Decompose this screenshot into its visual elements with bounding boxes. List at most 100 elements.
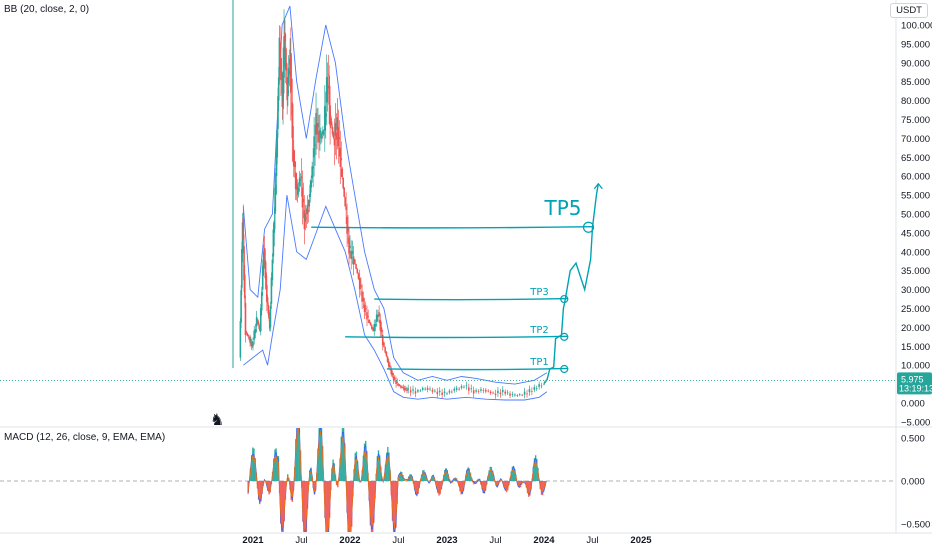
candle-body (451, 392, 453, 393)
candle-body (504, 392, 506, 394)
time-axis-label: 2025 (630, 535, 652, 546)
price-tick-label: −5.000 (901, 417, 930, 428)
price-tick-label: 0.000 (901, 399, 925, 410)
price-tick-label: 35.000 (901, 266, 930, 277)
candle-body (395, 380, 397, 384)
candle-body (375, 324, 377, 326)
candle-body (529, 389, 531, 392)
time-axis-label: 2024 (533, 535, 555, 546)
candle-body (387, 357, 389, 362)
candle-body (322, 131, 324, 135)
candle-body (340, 148, 342, 167)
candle-body (399, 385, 401, 386)
candle-body (261, 292, 263, 310)
candle-body (417, 390, 419, 392)
candle-body (310, 181, 312, 188)
candle-body (342, 178, 344, 188)
candle-body (536, 388, 538, 389)
candle-body (341, 169, 343, 177)
candle-body (292, 126, 294, 139)
candle-body (298, 189, 300, 190)
time-axis-label: 2022 (339, 535, 360, 546)
time-axis-label: Jul (392, 535, 404, 546)
candle-body (244, 274, 246, 298)
price-tick-label: 65.000 (901, 153, 930, 164)
candle-body (299, 178, 301, 186)
tp-level-line (311, 227, 592, 228)
candle-body (306, 218, 308, 219)
price-tick-label: 70.000 (901, 134, 930, 145)
candle-body (303, 199, 305, 202)
time-axis-label: Jul (295, 535, 307, 546)
candle-body (343, 188, 345, 197)
macd-indicator-label[interactable]: MACD (12, 26, close, 9, EMA, EMA) (4, 432, 165, 443)
candle-body (331, 121, 333, 125)
macd-tick-label: 0.000 (901, 477, 925, 488)
candle-body (240, 290, 242, 322)
candle-body (245, 303, 247, 335)
candle-body (358, 274, 360, 279)
candle-body (492, 393, 494, 394)
candle-body (434, 391, 436, 392)
bb-indicator-label[interactable]: BB (20, close, 2, 0) (4, 4, 89, 15)
tp-annotation: TP3 (529, 287, 549, 298)
tp-annotation: TP2 (529, 325, 549, 336)
candle-body (364, 305, 366, 312)
candle-body (366, 312, 368, 319)
candle-body (475, 390, 477, 391)
candle-body (446, 393, 448, 394)
candle-body (429, 389, 431, 390)
candle-body (495, 394, 497, 395)
tp-level-line (387, 368, 568, 369)
price-tick-label: 90.000 (901, 58, 930, 69)
price-tick-label: 15.000 (901, 342, 930, 353)
candle-body (519, 394, 521, 395)
candle-body (393, 377, 395, 381)
price-tick-label: 80.000 (901, 96, 930, 107)
tp-level-line (345, 336, 568, 337)
candle-body (531, 391, 533, 392)
time-axis-label: 2021 (242, 535, 264, 546)
candle-body (410, 390, 412, 392)
tp-level-line (374, 299, 568, 300)
candle-body (420, 390, 422, 391)
candle-body (473, 390, 475, 393)
candle-body (273, 230, 275, 257)
candle-body (297, 187, 299, 195)
candle-body (466, 386, 468, 387)
candle-body (394, 378, 396, 379)
price-tick-label: 40.000 (901, 247, 930, 258)
macd-tick-label: 0.500 (901, 434, 925, 445)
currency-label[interactable]: USDT (890, 3, 928, 18)
candle-body (317, 123, 319, 127)
candle-body (392, 373, 394, 376)
candle-body (487, 391, 489, 392)
candle-body (517, 395, 519, 396)
price-tick-label: 60.000 (901, 172, 930, 183)
candle-body (453, 389, 455, 391)
candle-body (502, 390, 504, 392)
candle-body (509, 394, 511, 396)
candle-body (461, 386, 463, 388)
candle-body (247, 335, 249, 336)
candle-body (270, 306, 272, 328)
candle-body (444, 392, 446, 393)
candle-body (386, 352, 388, 356)
candle-body (463, 387, 465, 388)
candle-body (432, 390, 434, 392)
price-tick-label: 55.000 (901, 191, 930, 202)
candle-body (300, 179, 302, 181)
macd-pane (247, 410, 546, 550)
candle-body (326, 77, 328, 102)
candle-body (307, 205, 309, 214)
tp-annotation: TP5 (544, 196, 582, 220)
candle-body (521, 395, 523, 396)
candle-body (354, 259, 356, 264)
candle-body (441, 393, 443, 395)
candle-body (478, 391, 480, 392)
price-tick-label: 30.000 (901, 285, 930, 296)
candle-body (262, 266, 264, 290)
price-tick-label: 45.000 (901, 228, 930, 239)
candle-body (321, 137, 323, 138)
